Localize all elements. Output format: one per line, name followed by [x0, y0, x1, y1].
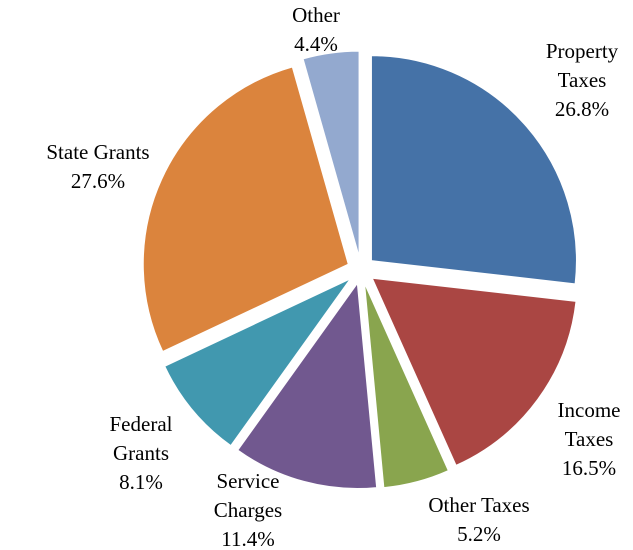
slice-property-taxes: [370, 55, 577, 285]
label-percent: 16.5%: [562, 456, 616, 480]
label-federal-grants: Federal Grants 8.1%: [110, 412, 173, 494]
label-text: Other: [292, 3, 340, 27]
label-text: Charges: [214, 498, 282, 522]
label-text: Other Taxes: [428, 493, 529, 517]
label-service-charges: Service Charges 11.4%: [214, 469, 282, 550]
pie-slices: [142, 50, 577, 489]
label-text: Property: [546, 39, 619, 63]
slice-federal-grants: [164, 277, 352, 447]
label-text: State Grants: [46, 140, 149, 164]
slice-other-taxes: [364, 283, 450, 489]
label-state-grants: State Grants 27.6%: [46, 140, 149, 193]
label-other-taxes: Other Taxes 5.2%: [428, 493, 529, 546]
slice-service-charges: [237, 282, 378, 489]
label-text: Federal: [110, 412, 173, 436]
label-percent: 8.1%: [119, 470, 163, 494]
label-percent: 27.6%: [71, 169, 125, 193]
label-percent: 26.8%: [555, 97, 609, 121]
label-percent: 5.2%: [457, 522, 501, 546]
label-income-taxes: Income Taxes 16.5%: [558, 398, 621, 480]
label-percent: 4.4%: [294, 32, 338, 56]
slice-income-taxes: [371, 277, 577, 467]
slice-labels: Property Taxes 26.8% Income Taxes 16.5% Other …: [46, 3, 620, 550]
label-other: Other 4.4%: [292, 3, 340, 56]
label-property-taxes: Property Taxes 26.8%: [546, 39, 619, 121]
label-text: Taxes: [565, 427, 614, 451]
slice-state-grants: [142, 66, 349, 353]
label-percent: 11.4%: [221, 527, 274, 550]
label-text: Taxes: [558, 68, 607, 92]
label-text: Income: [558, 398, 621, 422]
label-text: Grants: [113, 441, 169, 465]
label-text: Service: [217, 469, 280, 493]
slice-other: [302, 50, 360, 257]
